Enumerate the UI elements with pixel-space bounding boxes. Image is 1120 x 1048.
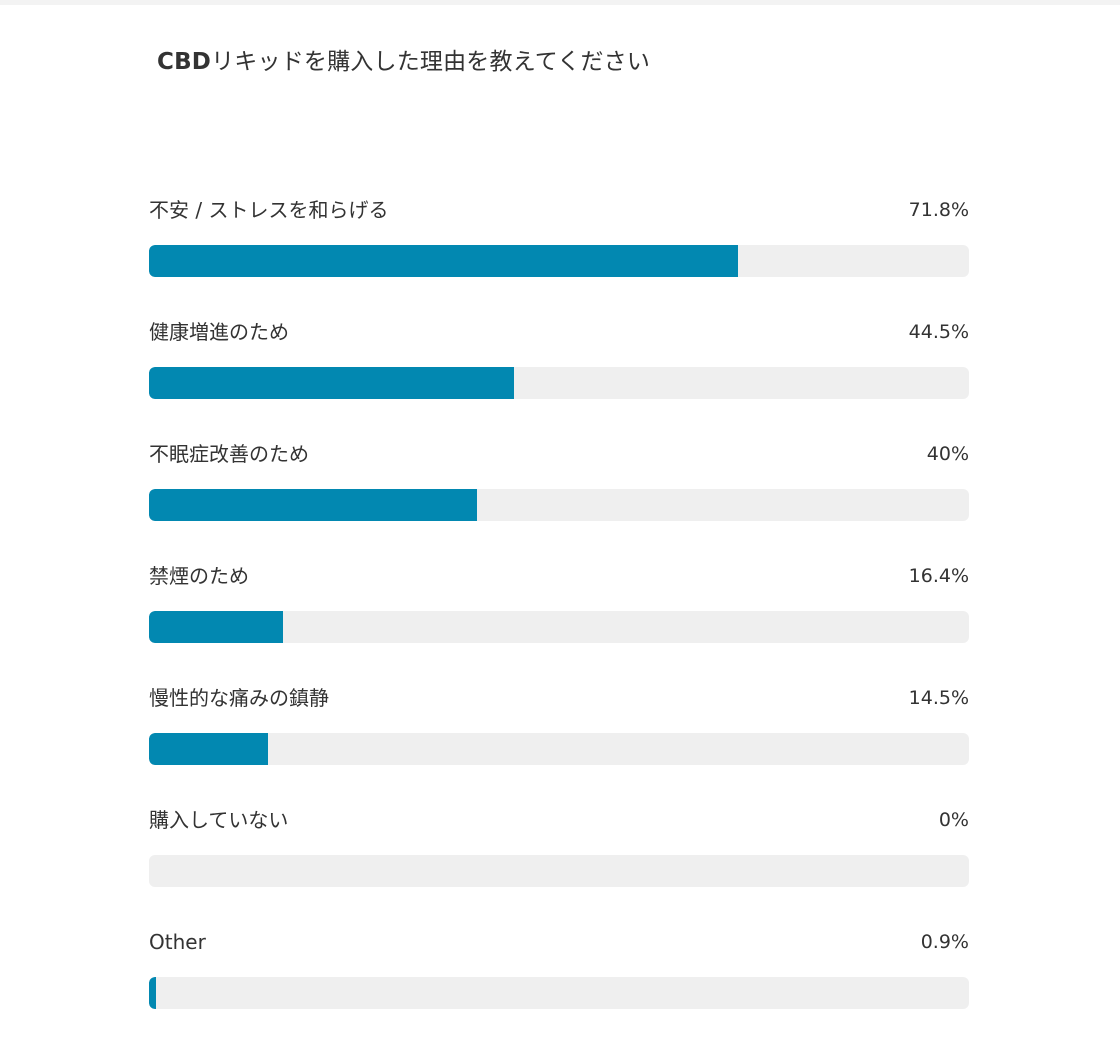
top-divider-strip <box>0 0 1120 5</box>
bar-fill <box>149 489 477 521</box>
bar-fill <box>149 245 738 277</box>
bar-value-label: 0% <box>938 809 969 831</box>
bar-value-label: 0.9% <box>920 931 969 953</box>
bar-track <box>149 367 969 399</box>
chart-title-brand: CBD <box>157 49 212 75</box>
bar-track <box>149 733 969 765</box>
bar-value-label: 40% <box>926 443 969 465</box>
bar-track <box>149 855 969 887</box>
bar-row: 健康増進のため 44.5% <box>149 313 969 435</box>
bar-category-label: 慢性的な痛みの鎮静 <box>149 686 329 710</box>
bar-value-label: 71.8% <box>908 199 969 221</box>
bar-track <box>149 977 969 1009</box>
bar-category-label: 健康増進のため <box>149 320 289 344</box>
bar-track <box>149 489 969 521</box>
bar-value-label: 14.5% <box>908 687 969 709</box>
bar-category-label: Other <box>149 930 206 954</box>
bar-value-label: 16.4% <box>908 565 969 587</box>
bar-fill <box>149 977 156 1009</box>
bar-category-label: 不安 / ストレスを和らげる <box>149 198 389 222</box>
bar-fill <box>149 611 283 643</box>
chart-title-text: リキッドを購入した理由を教えてください <box>211 49 651 75</box>
bar-track <box>149 245 969 277</box>
bar-category-label: 購入していない <box>149 808 289 832</box>
bar-value-label: 44.5% <box>908 321 969 343</box>
bar-row: Other 0.9% <box>149 923 969 1045</box>
bar-fill <box>149 367 514 399</box>
bar-row: 禁煙のため 16.4% <box>149 557 969 679</box>
bar-category-label: 禁煙のため <box>149 564 249 588</box>
bar-track <box>149 611 969 643</box>
bar-list: 不安 / ストレスを和らげる 71.8% 健康増進のため 44.5% 不眠症改善のため 4… <box>149 191 969 1045</box>
bar-row: 不眠症改善のため 40% <box>149 435 969 557</box>
bar-fill <box>149 733 268 765</box>
bar-row: 不安 / ストレスを和らげる 71.8% <box>149 191 969 313</box>
bar-row: 購入していない 0% <box>149 801 969 923</box>
bar-row: 慢性的な痛みの鎮静 14.5% <box>149 679 969 801</box>
chart-title: CBDリキッドを購入した理由を教えてください <box>157 45 650 79</box>
bar-category-label: 不眠症改善のため <box>149 442 309 466</box>
